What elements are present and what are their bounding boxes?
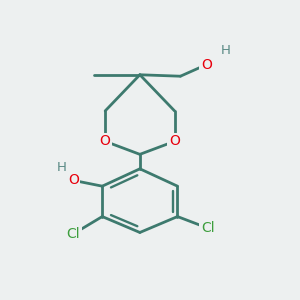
Text: H: H	[220, 44, 230, 57]
Text: O: O	[169, 134, 180, 148]
Text: H: H	[57, 161, 67, 174]
Text: Cl: Cl	[201, 221, 215, 235]
Text: O: O	[100, 134, 111, 148]
Text: O: O	[68, 173, 79, 188]
Text: Cl: Cl	[67, 227, 80, 241]
Text: O: O	[201, 58, 212, 72]
